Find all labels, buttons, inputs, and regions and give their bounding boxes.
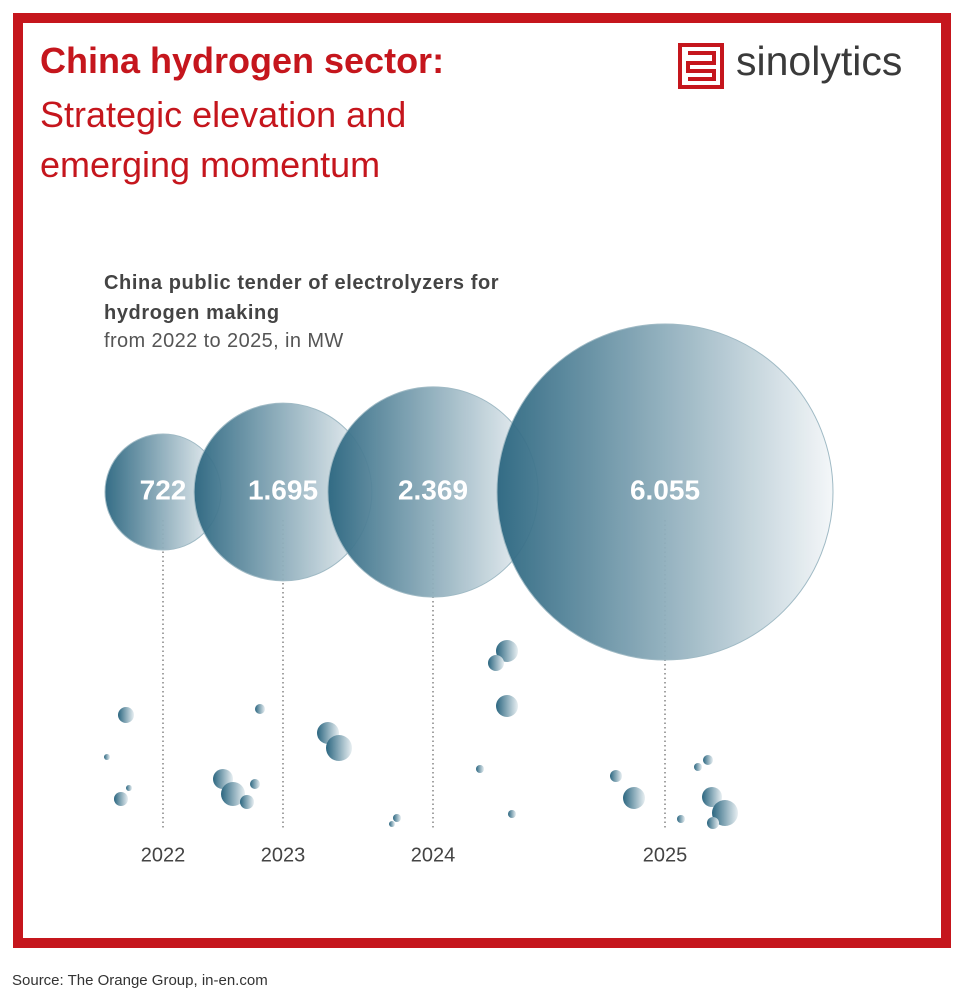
x-tick-label: 2023 bbox=[261, 844, 306, 866]
frame bbox=[13, 13, 951, 948]
chart: 722 2022 1.695 2023 2.369 2024 6.055 2025 bbox=[104, 43, 834, 866]
decorative-bubbles bbox=[104, 640, 738, 829]
chart-subtitle: from 2022 to 2025, in MW bbox=[104, 330, 344, 352]
value-label: 1.695 bbox=[248, 474, 318, 505]
source: Source: The Orange Group, in-en.com bbox=[12, 972, 268, 989]
logo-text: sinolytics bbox=[736, 38, 903, 84]
value-label: 722 bbox=[140, 474, 187, 505]
x-tick-label: 2024 bbox=[411, 844, 456, 866]
chart-title: China public tender of electrolyzers for… bbox=[104, 272, 500, 324]
x-tick-label: 2022 bbox=[141, 844, 186, 866]
x-tick-label: 2025 bbox=[643, 844, 688, 866]
subtitle: Strategic elevation and emerging momentu… bbox=[40, 94, 407, 185]
bubble bbox=[496, 323, 834, 661]
value-label: 2.369 bbox=[398, 474, 468, 505]
value-label: 6.055 bbox=[630, 474, 700, 505]
title: China hydrogen sector: bbox=[40, 40, 445, 81]
logo-icon bbox=[678, 43, 724, 89]
